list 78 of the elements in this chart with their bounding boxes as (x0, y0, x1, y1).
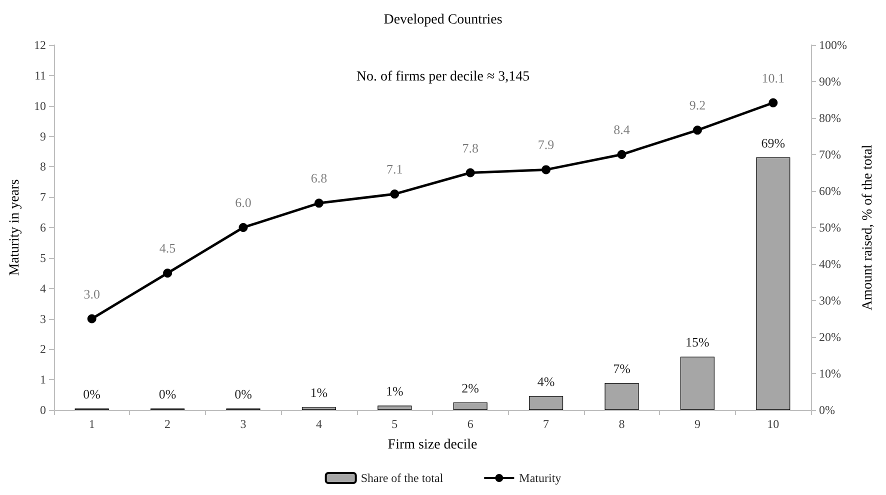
y2-tick-label: 70% (819, 148, 841, 162)
y2-tick-label: 100% (819, 38, 847, 52)
legend-label: Share of the total (360, 471, 444, 485)
chart-title: Developed Countries (384, 12, 502, 28)
x-tick-label: 9 (694, 417, 700, 431)
x-axis-title: Firm size decile (388, 438, 478, 452)
y2-tick-label: 0% (819, 403, 835, 417)
bar (529, 396, 564, 410)
x-tick-label: 7 (543, 417, 550, 431)
point (542, 165, 551, 174)
x-tick-label: 8 (618, 417, 625, 431)
data-label: 4% (537, 374, 555, 390)
y-tick-label: 12 (34, 38, 46, 52)
y-tick-label: 10 (34, 98, 46, 113)
data-label: 7% (613, 360, 631, 376)
bar (302, 407, 336, 410)
point (617, 150, 626, 159)
y2-tick-label: 30% (819, 294, 841, 308)
annotation: No. of firms per decile ≈ 3,145 (356, 70, 530, 84)
point (466, 168, 475, 178)
x-tick-label: 1 (88, 417, 95, 431)
point (163, 268, 172, 278)
y-axis-title: Maturity in years (8, 179, 22, 276)
y2-tick-label: 60% (819, 184, 841, 198)
data-label: 10.1 (762, 70, 785, 86)
data-label: 15% (686, 334, 710, 350)
x-tick-label: 6 (467, 417, 474, 431)
y-tick-label: 5 (40, 250, 46, 265)
data-label: 9.2 (689, 98, 706, 113)
data-label: 6.0 (235, 195, 252, 210)
y-tick-label: 6 (40, 220, 46, 234)
data-label: 7.1 (386, 162, 403, 177)
y2-axis-title: Amount raised, % of the total (860, 144, 876, 310)
data-label: 69% (761, 135, 786, 150)
data-label: 1% (386, 384, 404, 399)
point (692, 126, 702, 135)
point (314, 198, 324, 208)
y-tick-label: 4 (40, 281, 46, 296)
y-tick-label: 0 (40, 403, 46, 417)
point (768, 98, 778, 108)
y-tick-label: 2 (40, 342, 46, 356)
x-tick-label: 5 (392, 417, 398, 431)
data-label: 0% (234, 386, 252, 402)
y2-tick-label: 90% (819, 74, 841, 88)
point (87, 314, 96, 324)
point (390, 190, 400, 199)
data-label: 0% (158, 386, 176, 402)
y-tick-label: 8 (40, 160, 46, 174)
y-tick-label: 1 (40, 372, 46, 387)
y2-tick-label: 10% (819, 366, 841, 380)
bar (604, 382, 639, 410)
y2-tick-label: 80% (819, 111, 841, 125)
y-tick-label: 9 (40, 129, 46, 144)
data-label: 0% (83, 386, 101, 402)
bar (680, 356, 714, 410)
x-tick-label: 4 (316, 417, 322, 431)
bar (378, 406, 412, 410)
data-label: 7.9 (538, 137, 554, 152)
data-label: 6.8 (310, 170, 328, 186)
y2-tick-label: 40% (819, 257, 841, 271)
y-tick-label: 7 (40, 190, 46, 204)
legend-label: Maturity (519, 471, 562, 485)
data-label: 1% (310, 385, 328, 400)
data-label: 2% (462, 380, 480, 396)
bar (453, 402, 488, 410)
x-tick-label: 3 (240, 417, 246, 431)
data-label: 4.5 (159, 240, 176, 256)
y-tick-label: 3 (40, 312, 46, 326)
data-label: 8.4 (614, 122, 630, 137)
data-label: 7.8 (462, 140, 478, 156)
x-tick-label: 2 (164, 417, 171, 431)
y2-tick-label: 50% (819, 220, 841, 234)
y-tick-label: 11 (34, 68, 46, 82)
data-label: 3.0 (84, 286, 100, 302)
bar (756, 157, 790, 410)
x-tick-label: 10 (767, 417, 780, 431)
y2-tick-label: 20% (819, 330, 841, 344)
point (238, 223, 248, 232)
